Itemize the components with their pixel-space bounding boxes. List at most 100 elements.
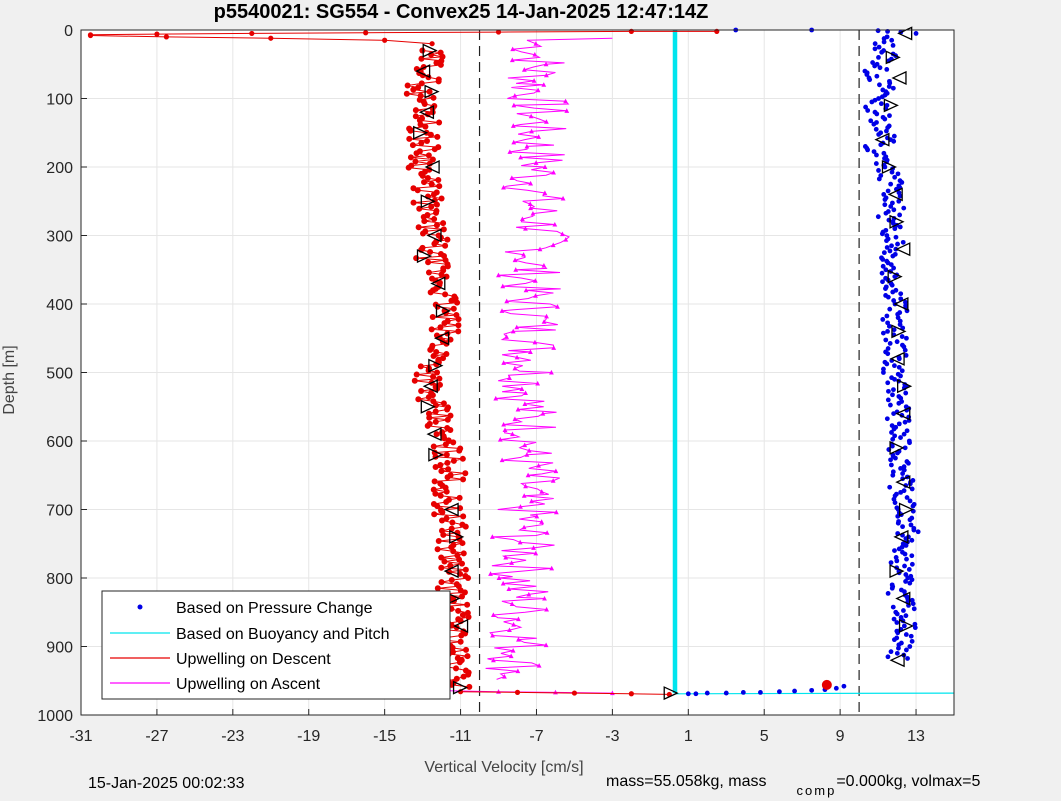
series-pressure-point (893, 234, 899, 240)
series-pressure-point (889, 37, 895, 43)
series-descent-point (427, 346, 434, 353)
series-ascent-marker (515, 406, 521, 412)
legend-box (101, 590, 451, 700)
series-pressure-point (881, 250, 887, 256)
series-pressure-point (892, 376, 897, 382)
series-descent-point (432, 464, 439, 471)
series-pressure-point (872, 63, 878, 69)
series-ascent-marker (517, 539, 523, 545)
y-tick-label: 200 (46, 160, 73, 177)
triangle-marker (897, 379, 913, 394)
series-descent-point (440, 400, 447, 407)
triangle-marker (887, 269, 903, 284)
series-descent-point (413, 255, 420, 262)
series-pressure-point (885, 188, 891, 194)
series-descent-point (444, 263, 451, 270)
series-descent-point (424, 422, 431, 429)
series-ascent-marker (500, 580, 506, 586)
triangle-marker (891, 70, 907, 85)
series-pressure-point (872, 46, 878, 52)
series-pressure-point (883, 210, 889, 216)
series-pressure-point (901, 608, 906, 613)
series-descent-point (434, 133, 441, 140)
series-descent-point (434, 585, 441, 592)
series-pressure-point (877, 82, 882, 88)
series-ascent-marker (509, 175, 515, 180)
series-pressure-point (873, 126, 879, 132)
series-pressure-point (876, 44, 882, 50)
series-pressure-point (876, 176, 882, 182)
triangle-marker (891, 324, 907, 339)
series-ascent-marker (542, 164, 548, 169)
legend-label-pressure: Based on Pressure Change (176, 600, 373, 617)
chart-title: p5540021: SG554 - Convex25 14-Jan-2025 1… (214, 1, 709, 23)
series-descent-point (382, 37, 388, 43)
series-ascent-marker (549, 565, 555, 571)
series-pressure-point (884, 128, 889, 134)
triangle-marker (889, 440, 905, 455)
series-pressure-point (909, 638, 915, 644)
series-pressure-point (903, 647, 909, 653)
series-ascent-marker (507, 149, 513, 154)
series-pressure-point (879, 94, 885, 100)
series-descent-point (417, 121, 424, 128)
series-descent-point (428, 203, 435, 210)
series-descent-point (440, 355, 447, 362)
series-pressure-point (871, 121, 877, 127)
series-pressure-point (899, 368, 905, 374)
legend-label-ascent: Upwelling on Ascent (176, 676, 321, 693)
series-pressure-point (883, 337, 889, 343)
series-descent-point (413, 371, 420, 378)
series-pressure-point (890, 392, 895, 398)
series-descent-point (421, 100, 428, 107)
series-descent-point (444, 406, 451, 413)
series-ascent-marker (512, 365, 518, 371)
series-ascent-marker (504, 334, 509, 339)
series-pressure-point (881, 192, 887, 197)
legend-swatch-pressure (137, 604, 143, 610)
series-pressure-point (904, 495, 910, 500)
series-descent-point (438, 554, 445, 561)
series-descent-point (438, 271, 445, 278)
series-descent-point (420, 230, 427, 237)
series-pressure-point (909, 553, 915, 559)
series-ascent-marker (509, 601, 515, 607)
series-descent-point (434, 503, 441, 510)
series-descent-point (442, 441, 449, 448)
series-ascent-marker (491, 657, 496, 663)
triangle-marker (424, 84, 440, 99)
series-ascent-line (485, 37, 613, 680)
series-pressure-point (891, 411, 897, 416)
series-pressure-point (867, 77, 873, 83)
series-pressure-point (884, 313, 890, 319)
series-descent-point (427, 289, 434, 296)
x-tick-label: 9 (836, 728, 845, 745)
series-descent-point (450, 457, 457, 464)
series-ascent-marker (522, 442, 528, 448)
y-tick-label: 900 (46, 640, 73, 657)
series-pressure-point (887, 340, 893, 346)
series-pressure-point (901, 623, 907, 629)
series-descent-point (418, 387, 425, 394)
x-tick-label: -27 (145, 728, 168, 745)
series-pressure-point (887, 113, 892, 119)
series-pressure-point (904, 335, 909, 341)
series-descent-point (249, 30, 255, 37)
series-descent-point (433, 209, 440, 216)
series-pressure-point (685, 691, 691, 697)
series-ascent-marker (550, 478, 556, 483)
series-pressure-point (890, 43, 896, 48)
series-pressure-point (899, 334, 905, 339)
series-descent-point (431, 240, 438, 247)
series-pressure-point (905, 575, 911, 581)
triangle-marker (443, 502, 459, 517)
series-pressure-point (906, 460, 911, 466)
series-pressure-point (903, 543, 909, 548)
series-descent-point (425, 269, 432, 276)
series-descent-point (433, 222, 440, 229)
series-ascent-marker (510, 648, 516, 653)
series-pressure-point (841, 683, 847, 689)
y-tick-label: 500 (46, 366, 73, 383)
series-pressure-point (891, 327, 897, 333)
series-pressure-point (880, 263, 886, 269)
